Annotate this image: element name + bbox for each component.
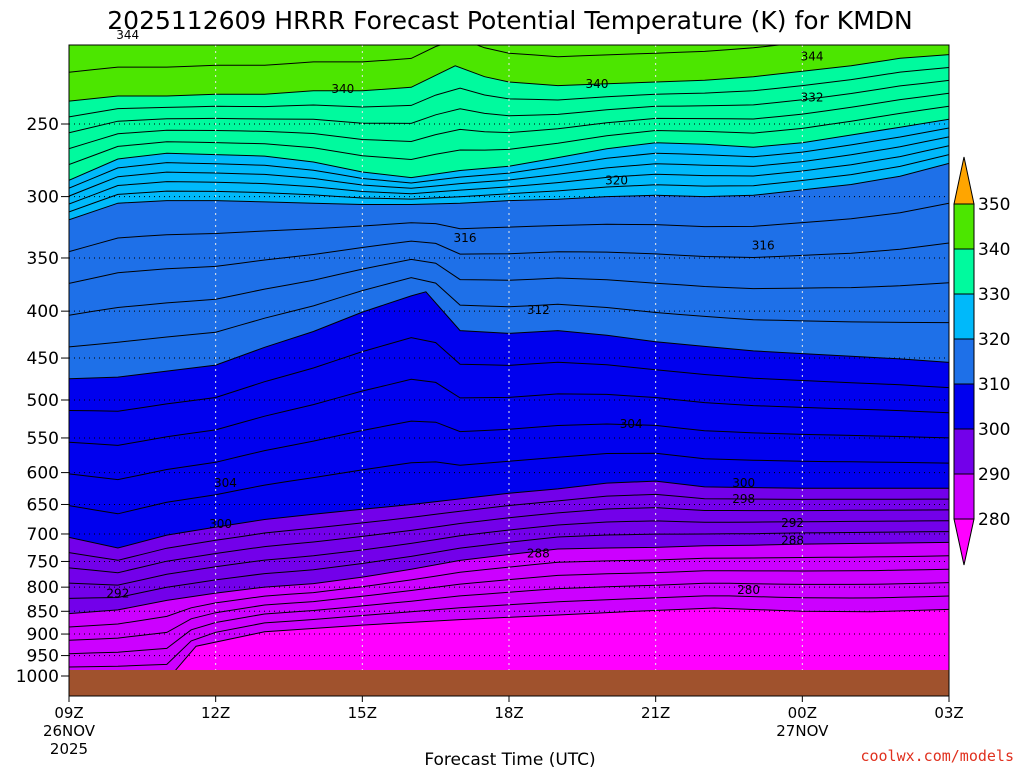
contour-label: 298: [732, 492, 755, 506]
y-tick-label: 300: [27, 188, 59, 208]
y-tick-label: 450: [27, 349, 59, 369]
isotherm-328: [69, 127, 949, 189]
colorbar-label: 320: [978, 330, 1010, 350]
colorbar-bottom-arrow: [953, 518, 975, 566]
contour-label: 332: [801, 91, 824, 105]
source-credit: coolwx.com/models: [860, 747, 1014, 765]
contour-label: 304: [620, 417, 643, 431]
isotherm-308: [69, 337, 949, 412]
y-tick-label: 250: [27, 115, 59, 135]
isotherm-322: [69, 154, 949, 213]
x-axis-label: Forecast Time (UTC): [424, 750, 595, 768]
contour-label: 288: [527, 546, 550, 560]
colorbar-segment: [953, 248, 975, 295]
ground-surface: [69, 669, 949, 696]
x-tick-label: 15Z: [348, 704, 377, 722]
y-tick-label: 1000: [16, 667, 59, 687]
colorbar-label: 290: [978, 465, 1010, 485]
contour-label: 316: [454, 231, 477, 245]
y-tick-label: 600: [27, 464, 59, 484]
contour-label: 340: [586, 77, 609, 91]
x-tick-label: 12Z: [201, 704, 230, 722]
x-tick-label: 03Z: [934, 704, 963, 722]
x-tick-label: 00Z: [788, 704, 817, 722]
colorbar-segment: [953, 473, 975, 520]
y-tick-label: 650: [27, 495, 59, 515]
y-tick-label: 400: [27, 302, 59, 322]
isotherm-340: [69, 54, 949, 102]
contour-label: 344: [801, 49, 824, 63]
isotherm-296: [69, 507, 949, 574]
isotherm-302: [69, 452, 949, 515]
colorbar-segment: [953, 383, 975, 430]
colorbar-segment: [953, 293, 975, 340]
grid-lines: [69, 45, 949, 696]
contour-label: 340: [331, 82, 354, 96]
y-tick-label: 900: [27, 625, 59, 645]
colorbar-segment: [953, 203, 975, 250]
contour-labels: 344 344 340 340 332 320 316 316 312 304 304 300 298 3…: [106, 28, 824, 601]
colorbar-segment: [953, 338, 975, 385]
contour-label: 288: [781, 534, 804, 548]
contour-label: 316: [752, 238, 775, 252]
y-tick-label: 950: [27, 647, 59, 667]
colorbar-segment: [953, 428, 975, 475]
contour-label: 312: [527, 303, 550, 317]
x-tick-label: 21Z: [641, 704, 670, 722]
contour-label: 300: [209, 517, 232, 531]
contour-label: 280: [737, 583, 760, 597]
contour-label: 292: [106, 587, 129, 601]
band-340-350: [69, 45, 949, 102]
contour-label: 300: [732, 476, 755, 490]
x-tick-label: 09Z: [54, 704, 83, 722]
contour-label: 292: [781, 516, 804, 530]
colorbar-label: 340: [978, 240, 1010, 260]
y-tick-label: 850: [27, 602, 59, 622]
colorbar-label: 330: [978, 285, 1010, 305]
x-tick-label: 18Z: [494, 704, 523, 722]
isotherm-312: [69, 277, 949, 348]
isotherm-294: [69, 520, 949, 586]
colorbar-label: 280: [978, 510, 1010, 530]
chart-title: 2025112609 HRRR Forecast Potential Tempe…: [107, 6, 912, 35]
x-tick-date-label: 26NOV: [43, 722, 96, 740]
isotherm-342: [69, 45, 784, 73]
y-axis: 250 300 350 400 450 500 550 600 650 700 750 800 850 9…: [16, 115, 69, 687]
colorbar-label: 350: [978, 195, 1010, 215]
contour-label: 344: [116, 28, 139, 42]
y-tick-label: 550: [27, 429, 59, 449]
y-tick-label: 500: [27, 391, 59, 411]
x-tick-date-label: 2025: [50, 740, 88, 758]
isotherm-318: [69, 202, 949, 253]
contour-label: 304: [214, 476, 237, 490]
y-tick-label: 750: [27, 552, 59, 572]
x-tick-date-label: 27NOV: [776, 722, 829, 740]
y-tick-label: 350: [27, 249, 59, 269]
colorbar-top-arrow: [953, 156, 975, 205]
contour-label: 320: [605, 173, 628, 187]
isotherm-300: [69, 480, 949, 549]
colorbar-label: 300: [978, 420, 1010, 440]
isotherm-310: [69, 291, 949, 380]
y-tick-label: 700: [27, 525, 59, 545]
colorbar-label: 310: [978, 375, 1010, 395]
isotherm-298: [69, 493, 949, 561]
colorbar: 350 340 330 320 310 300 290 280: [953, 156, 1010, 566]
y-tick-label: 800: [27, 578, 59, 598]
